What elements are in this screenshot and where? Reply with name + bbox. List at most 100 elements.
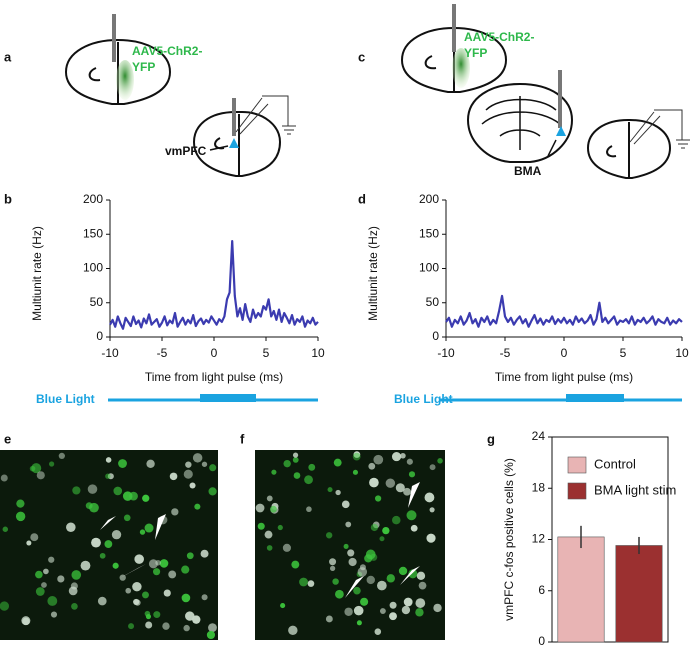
y-tick-label: 200 [419, 192, 439, 206]
cell [292, 457, 299, 463]
line [109, 240, 319, 330]
cell [118, 459, 127, 468]
cell [0, 601, 10, 611]
cell [183, 624, 190, 632]
legend-label: Control [594, 456, 636, 471]
cell [416, 571, 426, 581]
y-axis-label: vmPFC c-fos positive cells (%) [502, 458, 516, 621]
cell [208, 487, 217, 496]
arrowhead [120, 564, 146, 578]
cell [415, 608, 424, 617]
cell [366, 575, 375, 585]
cell [134, 554, 144, 564]
cell [344, 607, 353, 616]
cell [201, 594, 208, 601]
cell [347, 549, 355, 557]
panel-label: e [4, 431, 11, 446]
cell [153, 568, 161, 576]
cell [192, 453, 203, 463]
cell [392, 515, 401, 525]
arrowhead [408, 482, 420, 508]
cell [257, 522, 265, 530]
y-tick-label: 100 [83, 261, 103, 275]
annotation: YFP [464, 46, 487, 60]
cell [352, 469, 359, 475]
cell [400, 452, 406, 459]
cell [335, 489, 341, 496]
cell [410, 524, 418, 532]
cell [382, 526, 390, 535]
cell [201, 461, 208, 467]
x-tick-label: -10 [101, 346, 119, 360]
cell [379, 608, 386, 614]
cell [192, 615, 201, 624]
cell [255, 503, 265, 513]
cell [142, 494, 150, 502]
y-tick-label: 12 [532, 532, 546, 546]
x-tick-label: 10 [675, 346, 689, 360]
cell [308, 463, 316, 471]
cell [304, 475, 313, 485]
cell [58, 452, 65, 460]
annotation: AAV5-ChR2- [132, 44, 202, 58]
x-axis-label: Time from light pulse (ms) [145, 370, 283, 384]
x-axis-label: Time from light pulse (ms) [495, 370, 633, 384]
arrowhead [400, 566, 420, 585]
cell [194, 503, 201, 510]
cell [370, 553, 378, 561]
cell [288, 625, 298, 636]
panel-label: c [358, 49, 365, 64]
cell [357, 567, 368, 577]
cell [429, 464, 436, 471]
cell [270, 505, 277, 513]
cell [208, 623, 217, 633]
cell [429, 507, 435, 513]
cell [71, 603, 78, 610]
cell [105, 473, 111, 479]
cell [374, 495, 382, 502]
annotation: YFP [132, 60, 155, 74]
cell [332, 578, 339, 585]
cell [348, 557, 357, 567]
cell [132, 581, 142, 592]
cell [43, 568, 49, 575]
brain-diagram: BMA AAV5-ChR2- YFP [400, 4, 690, 179]
cell [335, 589, 344, 599]
cell [389, 601, 397, 609]
cell [353, 586, 361, 595]
cell [104, 540, 113, 548]
cell [144, 610, 151, 617]
cell [153, 611, 161, 619]
cell [433, 603, 442, 613]
cell [353, 605, 364, 616]
cell [112, 562, 119, 569]
y-tick-label: 50 [90, 295, 104, 309]
cell [87, 484, 98, 494]
x-tick-label: 10 [311, 346, 325, 360]
cell [345, 521, 352, 528]
cell [206, 630, 216, 640]
cell [57, 575, 65, 583]
cell [307, 580, 315, 587]
cell [47, 596, 58, 606]
cell [356, 620, 362, 626]
y-axis-label: Multiunit rate (Hz) [30, 226, 44, 321]
cell [71, 570, 82, 580]
y-tick-label: 6 [538, 583, 545, 597]
panel-label: a [4, 49, 12, 64]
cell [185, 461, 192, 468]
cell [333, 458, 342, 467]
cell [385, 478, 396, 488]
cell [91, 537, 101, 548]
cell [30, 533, 39, 542]
cell [360, 597, 369, 606]
panel-label: f [240, 431, 245, 446]
cell [168, 570, 177, 579]
cell [85, 502, 93, 510]
cell [181, 593, 191, 603]
cell [341, 500, 350, 509]
cell [368, 462, 376, 470]
annotation: BMA [514, 164, 542, 178]
legend-swatch [567, 456, 587, 474]
